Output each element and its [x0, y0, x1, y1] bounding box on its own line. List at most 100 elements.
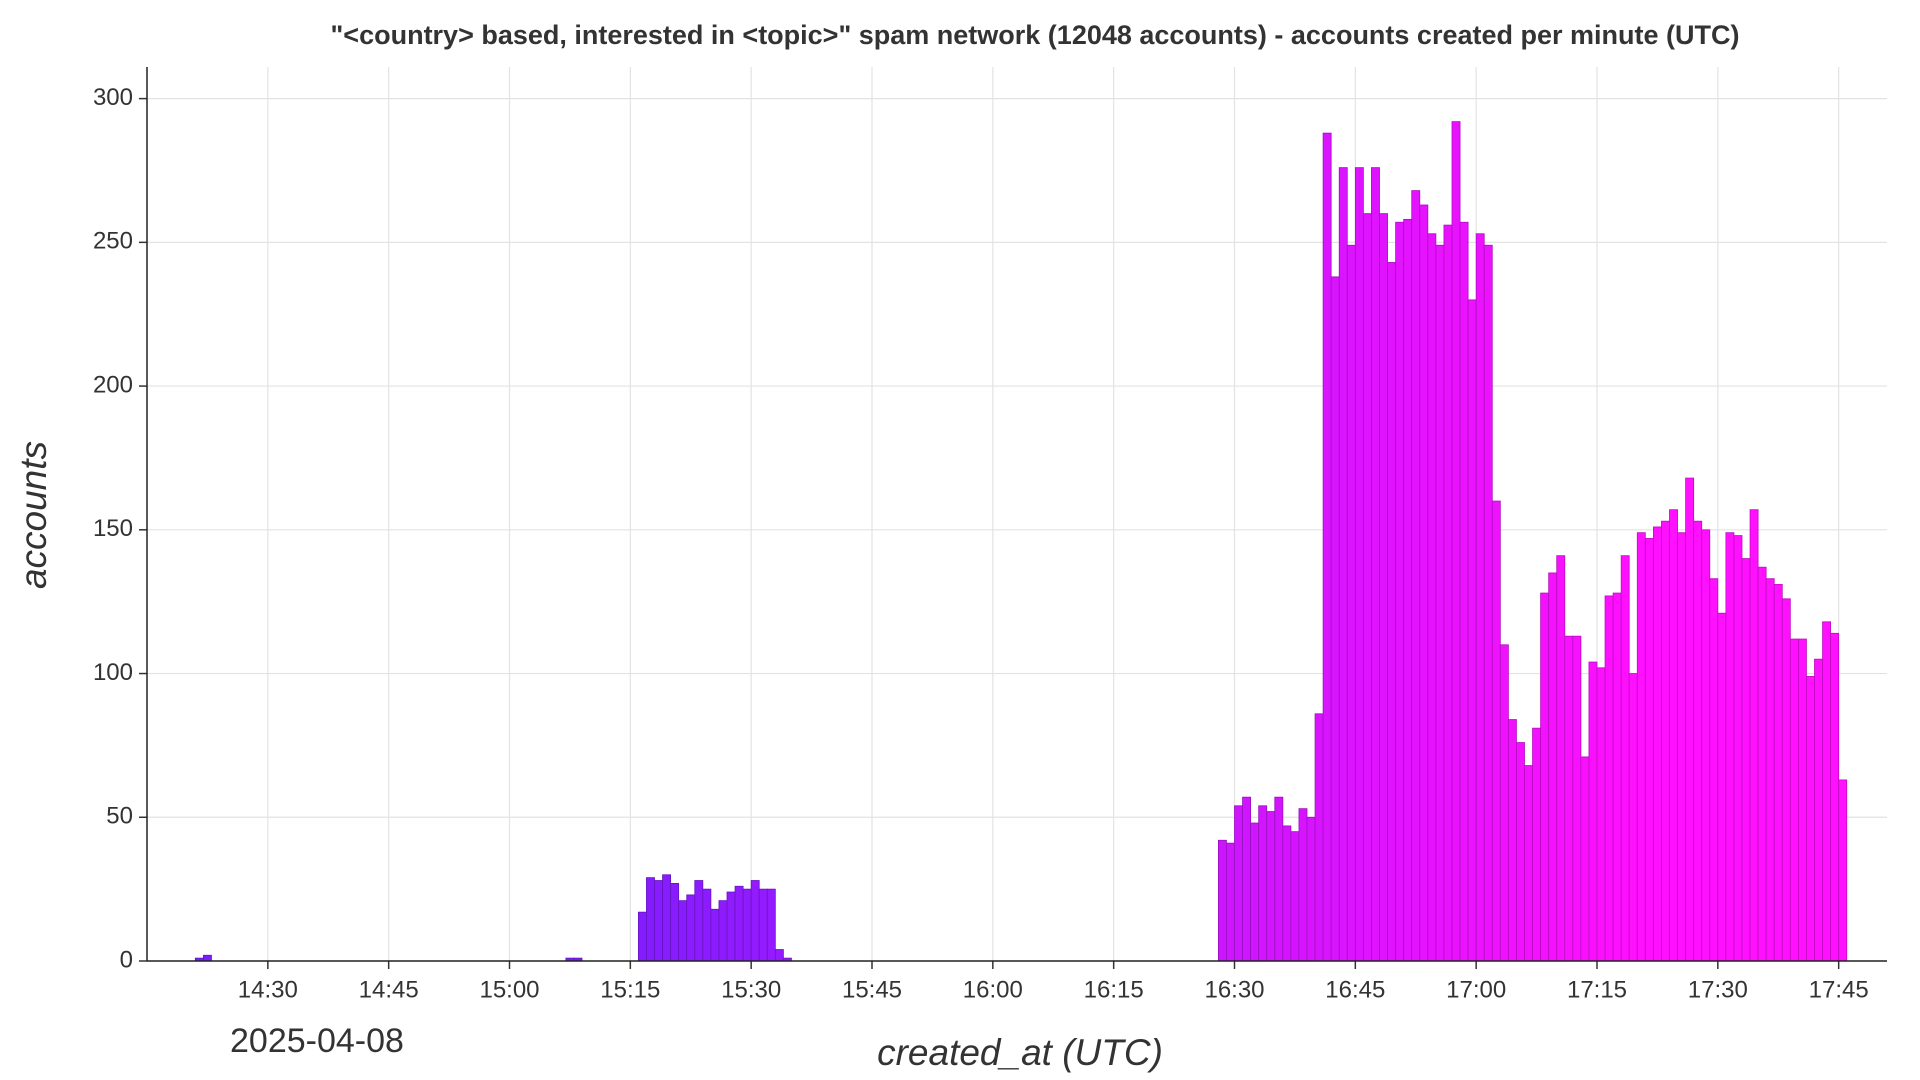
- bar: [1250, 822, 1260, 962]
- x-date-label: 2025-04-08: [230, 1022, 404, 1060]
- bar: [1604, 595, 1614, 962]
- x-tick-label: 16:30: [1204, 976, 1264, 1003]
- bar: [1322, 132, 1332, 962]
- bar: [1628, 673, 1638, 962]
- bar: [1242, 796, 1252, 962]
- y-axis-label: accounts: [13, 441, 54, 589]
- bar: [1693, 520, 1703, 962]
- bar: [670, 882, 680, 962]
- x-tick-label: 15:00: [479, 976, 539, 1003]
- x-tick-label: 15:15: [600, 976, 660, 1003]
- bar: [1661, 520, 1670, 962]
- bar: [1217, 839, 1227, 962]
- bar: [202, 954, 212, 962]
- bar: [1507, 719, 1517, 962]
- bar: [774, 949, 784, 962]
- chart-title: "<country> based, interested in <topic>"…: [331, 20, 1740, 50]
- bar: [1572, 635, 1582, 962]
- bar: [1580, 756, 1590, 962]
- bar: [710, 908, 720, 962]
- bar: [1354, 167, 1364, 962]
- bar: [1266, 811, 1276, 962]
- bar: [1741, 558, 1751, 962]
- y-tick-label: 250: [93, 228, 133, 255]
- bar: [1443, 224, 1453, 962]
- bar: [1483, 244, 1493, 962]
- bar: [1797, 638, 1807, 962]
- bar: [1403, 218, 1413, 962]
- bar: [1685, 477, 1695, 962]
- bar: [726, 891, 736, 962]
- bar: [1564, 635, 1574, 962]
- bar: [1499, 644, 1509, 962]
- bar: [1596, 667, 1606, 962]
- bar: [1475, 233, 1485, 962]
- x-tick-label: 17:00: [1446, 976, 1506, 1003]
- bar: [1669, 509, 1678, 962]
- bar: [1234, 805, 1243, 962]
- bar: [1491, 500, 1501, 962]
- bar: [1749, 509, 1759, 962]
- bar: [1612, 592, 1622, 962]
- bar: [646, 877, 655, 962]
- x-tick-label: 16:00: [963, 976, 1023, 1003]
- bar: [694, 880, 704, 962]
- x-axis-label: created_at (UTC): [877, 1032, 1163, 1073]
- bar: [1371, 167, 1380, 962]
- bar: [1306, 816, 1316, 962]
- bar: [1773, 584, 1783, 962]
- bar: [1387, 262, 1397, 962]
- bar: [1652, 526, 1662, 962]
- bar: [1806, 676, 1815, 962]
- bar: [1226, 842, 1235, 962]
- bar: [758, 888, 768, 962]
- x-tick-label: 17:45: [1809, 976, 1869, 1003]
- bar: [1701, 529, 1711, 962]
- bar: [1644, 538, 1654, 962]
- bar: [1419, 204, 1429, 962]
- bar: [1411, 190, 1421, 962]
- bar: [1290, 831, 1300, 962]
- bar: [1556, 555, 1566, 962]
- bar: [1725, 532, 1735, 962]
- bar: [742, 888, 752, 962]
- bar: [1395, 221, 1405, 962]
- x-tick-label: 16:15: [1084, 976, 1144, 1003]
- bar: [1540, 592, 1550, 962]
- bar: [1838, 779, 1848, 962]
- bar: [1467, 299, 1477, 962]
- bar: [1822, 621, 1832, 962]
- bar: [686, 894, 696, 962]
- bar: [1298, 808, 1308, 962]
- bar: [1588, 661, 1598, 962]
- bar: [1709, 578, 1719, 962]
- bar: [1274, 796, 1284, 962]
- bar: [1338, 167, 1348, 962]
- y-tick-label: 0: [120, 946, 133, 973]
- bar: [1282, 825, 1292, 962]
- bar: [1379, 213, 1388, 962]
- bar: [1258, 805, 1268, 962]
- x-tick-label: 17:15: [1567, 976, 1627, 1003]
- bar: [1516, 742, 1525, 962]
- bar: [1427, 233, 1437, 962]
- x-tick-label: 16:45: [1325, 976, 1385, 1003]
- bar: [1532, 727, 1542, 962]
- x-tick-label: 15:30: [721, 976, 781, 1003]
- bar: [1314, 713, 1324, 962]
- bar: [1781, 598, 1791, 962]
- bar: [1620, 555, 1630, 962]
- bar: [1435, 244, 1445, 962]
- bar: [1765, 578, 1775, 962]
- bar: [1757, 566, 1767, 962]
- bar: [1346, 244, 1356, 962]
- bar: [1459, 221, 1469, 962]
- x-tick-label: 14:45: [359, 976, 419, 1003]
- x-tick-label: 15:45: [842, 976, 902, 1003]
- bar: [1330, 276, 1340, 962]
- bar: [1524, 765, 1533, 962]
- bar: [766, 888, 776, 962]
- bar: [678, 900, 688, 962]
- bar: [1789, 638, 1799, 962]
